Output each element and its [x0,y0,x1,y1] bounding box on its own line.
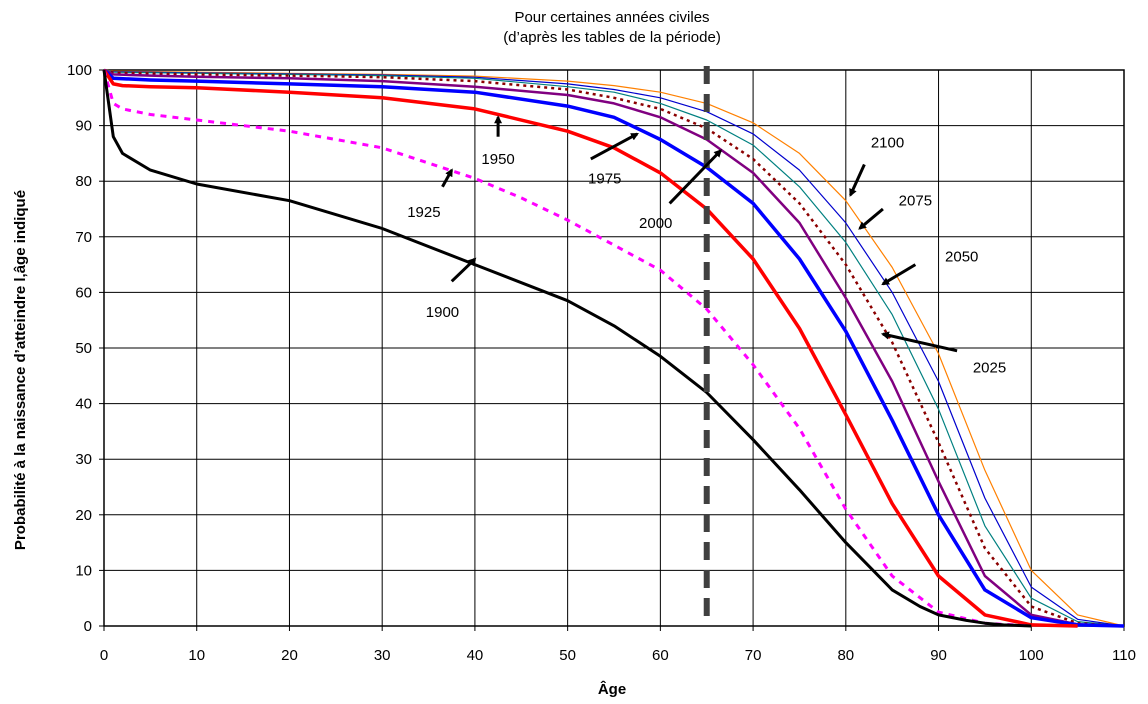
x-tick-label: 110 [1112,647,1136,664]
y-axis-label: Probabilité à la naissance d’atteindre l… [12,189,29,551]
x-tick-label: 0 [100,647,108,664]
annotation-label-2100: 2100 [871,134,904,151]
annotation-arrow-1975 [590,132,639,161]
y-tick-label: 100 [67,62,92,79]
axes: 0 10 20 30 40 50 60 70 80 90 100 0 10 20 30 40 50 60 70 80 9… [67,62,1136,664]
annotation-label-2075: 2075 [899,193,932,210]
y-tick-label: 10 [75,562,92,579]
y-tick-label: 20 [75,507,92,524]
chart-title-line-2: (d’après les tables de la période) [503,29,721,46]
x-tick-label: 100 [1019,647,1044,664]
x-tick-label: 20 [281,647,298,664]
y-tick-label: 60 [75,284,92,301]
y-tick-label: 40 [75,396,92,413]
x-tick-label: 10 [188,647,205,664]
annotation-arrow-2100 [849,163,866,197]
chart-title-line-1: Pour certaines années civiles [514,9,710,26]
x-tick-label: 50 [559,647,576,664]
y-tick-label: 0 [84,618,92,635]
y-tick-label: 90 [75,118,92,135]
x-tick-label: 30 [374,647,391,664]
series-line-1900 [102,69,1032,628]
annotation-arrow-1925 [441,168,454,188]
x-tick-label: 60 [652,647,669,664]
x-tick-label: 70 [745,647,762,664]
annotation-label-1950: 1950 [481,151,514,168]
series-line-1950 [102,69,1078,628]
annotation-arrow-2000 [668,149,723,205]
series-line-1925 [102,69,1032,628]
series-line-2000 [103,68,1125,628]
annotation-arrow-2075 [858,207,884,230]
annotation-arrow-2025 [880,331,958,353]
annotation-label-1925: 1925 [407,204,440,221]
annotation-label-2025: 2025 [973,359,1006,376]
plot-border [103,69,1125,627]
y-tick-label: 30 [75,451,92,468]
annotation-label-1900: 1900 [426,304,459,321]
y-tick-label: 80 [75,173,92,190]
x-tick-label: 80 [837,647,854,664]
y-tick-label: 50 [75,340,92,357]
annotation-label-1975: 1975 [588,170,621,187]
x-axis-label: Âge [597,681,627,698]
annotation-label-2000: 2000 [639,215,672,232]
annotation-arrow-2050 [881,263,917,286]
annotation-arrow-1900 [450,257,477,283]
annotation-label-2050: 2050 [945,248,978,265]
series-line-1975 [102,68,1125,628]
series-line-2050 [103,69,1125,627]
x-tick-label: 40 [467,647,484,664]
annotations: 1900 1925 1950 1975 2000 2025 2050 2075 2100 [407,115,1006,376]
y-tick-label: 70 [75,229,92,246]
x-tick-label: 90 [930,647,947,664]
